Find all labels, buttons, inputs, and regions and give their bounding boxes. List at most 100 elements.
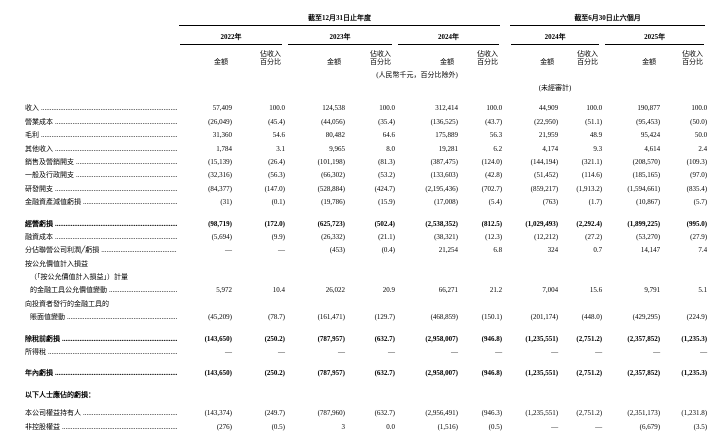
cell-value: (0.5)	[271, 422, 285, 431]
cell-value: 14,147	[640, 246, 661, 255]
row-label: （「按公允價值計入損益」）計量	[30, 273, 128, 282]
cell-value: 4,174	[542, 144, 559, 153]
table-row: 年內虧損 (143,650) (250.2) (787,957) (632.7) (2,9…	[25, 367, 707, 380]
dot-leader	[76, 158, 177, 167]
row-label: 營業成本	[25, 115, 177, 128]
cell-value: (787,957)	[317, 369, 345, 378]
cell-value: (1,594,661)	[627, 184, 661, 193]
cell-value: (147.0)	[264, 184, 285, 193]
cell-value: (1,516)	[437, 422, 458, 431]
row-label: 以下人士應佔的虧損：	[25, 390, 95, 399]
spacer-row	[25, 209, 707, 217]
cell-value: (1,913.2)	[576, 184, 603, 193]
dot-leader	[48, 348, 177, 357]
unaudited-note: (未經審計)	[538, 84, 572, 92]
cell-value: 57,409	[212, 104, 232, 113]
table-row: 按公允價值計入損益	[25, 257, 707, 270]
cell-value: (15,139)	[208, 157, 232, 166]
cell-value	[558, 271, 602, 284]
cell-value: (78.7)	[268, 313, 285, 322]
cell-value: 48.9	[589, 131, 603, 140]
cell-value	[602, 297, 660, 310]
table-row: 營業成本 (26,049) (45.4) (44,056) (35.4) (136,525…	[25, 115, 707, 128]
cell-value: (31)	[220, 198, 232, 207]
cell-value	[232, 257, 285, 270]
cell-value: (453)	[329, 246, 345, 255]
table-row: 以下人士應佔的虧損：	[25, 388, 707, 401]
cell-value: (35.4)	[378, 117, 395, 126]
row-label: 本公司權益持有人	[25, 407, 177, 420]
dot-leader	[55, 369, 177, 378]
period-group-annual-label: 截至12月31日止年度	[179, 14, 501, 26]
col-header-pct: 佔收入 百分比	[682, 50, 704, 66]
cell-value: 6.2	[493, 144, 503, 153]
cell-value: 7,004	[542, 286, 559, 295]
cell-value: (787,957)	[317, 334, 345, 343]
cell-value: (5.4)	[488, 198, 503, 207]
row-label: 按公允價值計入損益	[25, 259, 88, 268]
cell-value: (702.7)	[481, 184, 503, 193]
cell-value	[558, 297, 602, 310]
cell-value: 44,909	[538, 104, 559, 113]
year-header-2022: 2022年	[177, 26, 285, 45]
row-label: 除稅前虧損	[25, 332, 177, 345]
cell-value: (276)	[216, 422, 232, 431]
col-header-pct: 佔收入 百分比	[577, 50, 599, 66]
cell-value: (632.7)	[374, 409, 395, 418]
cell-value: (946.3)	[481, 409, 503, 418]
year-header-2023: 2023年	[285, 26, 395, 45]
cell-value: (2,538,352)	[425, 219, 458, 228]
cell-value	[458, 388, 502, 401]
cell-value: (2,751.2)	[576, 409, 603, 418]
cell-value: (45.4)	[268, 117, 285, 126]
cell-value	[602, 271, 660, 284]
cell-value: (32,316)	[208, 171, 232, 180]
table-row: 金融資產減值虧損 (31) (0.1) (19,786) (15.9) (17,008) (…	[25, 196, 707, 209]
cell-value: (53,270)	[636, 232, 661, 241]
cell-value: 1,784	[216, 144, 232, 153]
cell-value: (1,899,225)	[627, 219, 661, 228]
cell-value: —	[653, 348, 661, 357]
cell-value: (0.1)	[271, 198, 285, 207]
cell-value: (161,471)	[317, 313, 345, 322]
cell-value	[458, 297, 502, 310]
cell-value: 5.1	[698, 286, 708, 295]
cell-value: (946.8)	[481, 369, 503, 378]
cell-value: (625,723)	[317, 219, 345, 228]
cell-value: (995.0)	[686, 219, 708, 228]
cell-value: 3.1	[276, 144, 285, 153]
cell-value: —	[700, 348, 708, 357]
table-row: 融資成本 (5,694) (9.9) (26,332) (21.1) (38,321) (1…	[25, 231, 707, 244]
cell-value: 175,889	[435, 131, 458, 140]
cell-value: (136,525)	[430, 117, 458, 126]
cell-value: 21,959	[538, 131, 559, 140]
cell-value: 0.0	[386, 422, 395, 431]
table-row: 非控股權益 (276) (0.5) 3 0.0 (1,516) (0.5) — — (6,679)…	[25, 420, 707, 433]
dot-leader	[101, 246, 177, 255]
cell-value: 54.6	[272, 131, 285, 140]
cell-value: —	[278, 246, 285, 255]
cell-value: (26,049)	[208, 117, 232, 126]
cell-value: 10.4	[272, 286, 285, 295]
cell-value: —	[388, 348, 395, 357]
col-header-pct: 佔收入 百分比	[260, 50, 281, 66]
row-label: 所得稅	[25, 346, 177, 359]
spacer-row	[25, 380, 707, 388]
cell-value: (27.2)	[585, 232, 603, 241]
cell-value: (250.2)	[264, 369, 285, 378]
row-label: 研發開支	[25, 182, 177, 195]
row-label: 年內虧損	[25, 367, 177, 380]
row-label: 的金融工具公允價值變動	[25, 284, 177, 297]
cell-value: (150.1)	[481, 313, 503, 322]
cell-value: (812.5)	[481, 219, 503, 228]
cell-value: 100.0	[486, 104, 503, 113]
cell-value	[177, 297, 232, 310]
cell-value: (42.8)	[485, 171, 503, 180]
year-header-2024: 2024年	[395, 26, 502, 45]
cell-value: (3.5)	[693, 422, 708, 431]
cell-value: (109.3)	[686, 157, 708, 166]
cell-value: (5,694)	[211, 232, 232, 241]
cell-value: —	[451, 348, 458, 357]
cell-value	[508, 257, 558, 270]
dot-leader	[55, 220, 177, 229]
